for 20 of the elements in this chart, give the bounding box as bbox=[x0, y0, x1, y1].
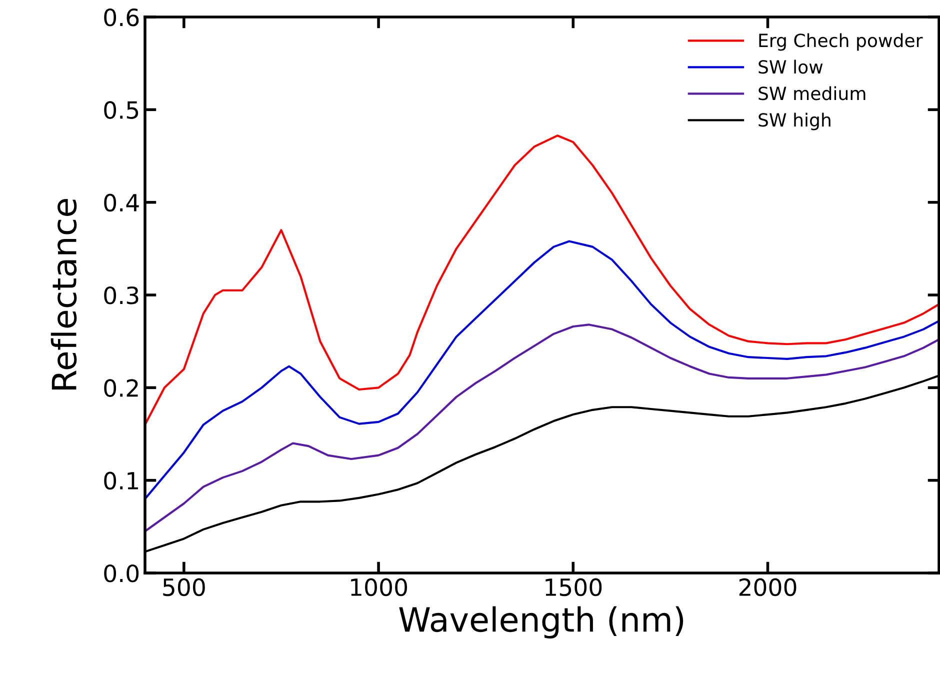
x-tick-label: 1500 bbox=[546, 578, 602, 596]
y-tick-label: 0.4 bbox=[104, 194, 139, 212]
y-tick-label: 0.2 bbox=[104, 379, 138, 397]
x-tick-label: 500 bbox=[163, 578, 205, 596]
line-series bbox=[145, 134, 939, 426]
x-tick-label: 2000 bbox=[739, 578, 796, 596]
x-axis-title: Wavelength (nm) bbox=[399, 606, 684, 639]
y-axis-title: Reflectance bbox=[50, 199, 77, 390]
y-tick-label: 0.0 bbox=[104, 564, 139, 582]
line-series bbox=[145, 240, 939, 500]
legend-label: Erg Chech powder bbox=[759, 33, 923, 51]
legend-label: SW medium bbox=[758, 86, 866, 100]
y-tick-label: 0.3 bbox=[104, 286, 138, 304]
y-tick-label: 0.1 bbox=[104, 472, 138, 490]
legend-label: SW low bbox=[758, 60, 823, 74]
legend-label: SW high bbox=[758, 112, 830, 130]
y-tick-label: 0.5 bbox=[104, 101, 138, 119]
x-tick-label: 1000 bbox=[351, 578, 408, 596]
y-tick-label: 0.6 bbox=[104, 8, 139, 26]
line-series bbox=[145, 324, 939, 532]
